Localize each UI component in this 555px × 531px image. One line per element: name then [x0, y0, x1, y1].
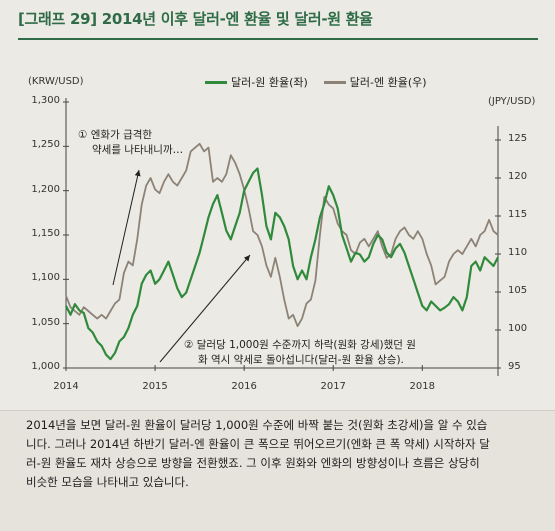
caption-line: 비슷한 모습을 나타내고 있습니다.	[26, 475, 189, 489]
caption-line: 2014년을 보면 달러-원 환율이 달러당 1,000원 수준에 바짝 붙는 …	[26, 418, 488, 432]
legend-label-jpy: 달러-엔 환율(우)	[349, 76, 427, 89]
arrow-second	[159, 254, 251, 363]
caption-line: 러-원 환율도 재차 상승으로 방향을 전환했죠. 그 이후 원화와 엔화의 방…	[26, 456, 480, 470]
x-tick-label: 2015	[142, 381, 168, 392]
chart-legend: 달러-원 환율(좌) 달러-엔 환율(우)	[205, 74, 427, 90]
left-tick-label: 1,200	[31, 183, 60, 195]
left-tick-label: 1,000	[31, 361, 60, 372]
right-tick-label: 105	[508, 285, 528, 296]
right-tick-label: 125	[508, 133, 528, 144]
left-tick-label: 1,100	[31, 272, 60, 284]
caption-text: 2014년을 보면 달러-원 환율이 달러당 1,000원 수준에 바짝 붙는 …	[26, 416, 536, 492]
x-tick-label: 2017	[320, 381, 346, 392]
annotation-second-line2: 화 역시 약세로 돌아섭니다(달러-원 환율 상승).	[198, 354, 404, 366]
caption-box	[0, 410, 555, 531]
x-tick-label: 2018	[409, 381, 435, 392]
legend-swatch-jpy	[323, 80, 346, 84]
left-tick-label: 1,300	[31, 95, 60, 106]
chart-axes	[63, 98, 501, 376]
right-tick-label: 100	[508, 323, 528, 334]
exchange-rate-chart	[63, 98, 501, 376]
x-tick-label: 2016	[231, 381, 257, 392]
left-tick-label: 1,050	[31, 316, 60, 328]
annotation-second-line1: ② 달러당 1,000원 수준까지 하락(원화 강세)했던 원	[184, 339, 416, 351]
right-tick-label: 110	[508, 247, 528, 258]
right-tick-label: 95	[508, 361, 521, 372]
right-axis-unit: (JPY/USD)	[488, 96, 536, 107]
annotation-first-line2: 약세를 나타내니까…	[92, 144, 184, 156]
legend-swatch-krw	[205, 80, 227, 84]
left-axis-unit: (KRW/USD)	[28, 76, 84, 87]
left-tick-label: 1,150	[31, 228, 60, 239]
right-tick-label: 120	[508, 171, 528, 182]
legend-label-krw: 달러-원 환율(좌)	[231, 76, 308, 89]
left-tick-label: 1,250	[31, 139, 60, 151]
x-tick-label: 2014	[53, 381, 79, 392]
series-line-jpy	[65, 142, 499, 328]
annotation-second: ② 달러당 1,000원 수준까지 하락(원화 강세)했던 원 화 역시 약세로…	[184, 338, 416, 368]
figure-title: [그래프 29] 2014년 이후 달러-엔 환율 및 달러-원 환율	[18, 10, 373, 28]
legend-item-krw: 달러-원 환율(좌)	[205, 74, 308, 90]
arrow-first	[112, 169, 141, 286]
caption-line: 니다. 그러나 2014년 하반기 달러-엔 환율이 큰 폭으로 뛰어오르기(엔…	[26, 437, 490, 451]
legend-item-jpy: 달러-엔 환율(우)	[323, 74, 427, 90]
right-tick-label: 115	[508, 209, 528, 220]
annotation-arrows	[112, 169, 251, 363]
title-rule	[18, 38, 538, 40]
series-line-krw	[65, 167, 499, 361]
annotation-first-line1: ① 엔화가 급격한	[78, 129, 153, 141]
series-layer	[65, 142, 499, 361]
annotation-first: ① 엔화가 급격한 약세를 나타내니까…	[78, 128, 183, 158]
